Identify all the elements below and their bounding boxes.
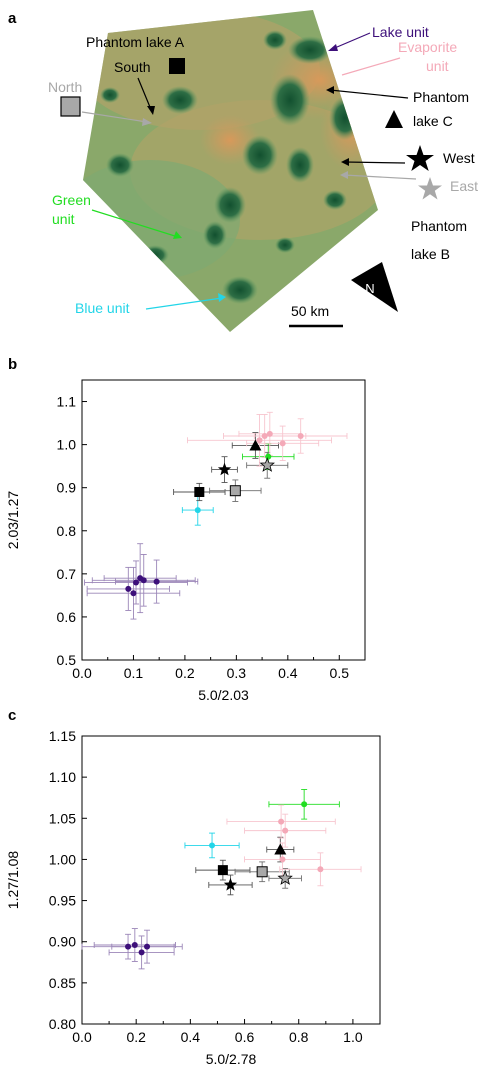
scale-bar-label: 50 km bbox=[291, 303, 329, 319]
compass-n-label: N bbox=[365, 281, 374, 296]
phantom-lake-c-label-2: lake C bbox=[413, 113, 453, 129]
data-point-green bbox=[265, 454, 271, 460]
phantom-lake-c-arrow bbox=[330, 90, 408, 98]
data-point-green bbox=[301, 801, 307, 807]
east-label: East bbox=[450, 178, 478, 194]
y-tick-label: 0.85 bbox=[49, 975, 76, 991]
y-tick-label: 0.8 bbox=[57, 523, 77, 539]
y-axis-label: 1.27/1.08 bbox=[5, 851, 21, 910]
y-tick-label: 0.90 bbox=[49, 934, 76, 950]
x-tick-label: 0.2 bbox=[175, 665, 195, 681]
chart-b: 0.0 0.1 0.2 0.3 0.4 0.50.50.60.70.80.91.01.15… bbox=[5, 380, 365, 703]
y-tick-label: 0.80 bbox=[49, 1016, 76, 1032]
x-tick-label: 0.1 bbox=[124, 665, 144, 681]
data-point-blue bbox=[209, 842, 215, 848]
panel-b-label: b bbox=[8, 356, 17, 373]
data-point-evaporite bbox=[317, 866, 323, 872]
south-square-icon bbox=[169, 58, 185, 74]
data-point-evaporite bbox=[278, 819, 284, 825]
west-label: West bbox=[443, 150, 475, 166]
x-tick-label: 0.4 bbox=[278, 665, 298, 681]
x-tick-label: 0.3 bbox=[227, 665, 247, 681]
plot-frame bbox=[82, 380, 365, 660]
data-point-lake bbox=[130, 590, 136, 596]
evaporite-unit-label-1: Evaporite bbox=[398, 39, 457, 55]
data-point-evaporite bbox=[257, 437, 263, 443]
y-tick-label: 1.15 bbox=[49, 728, 76, 744]
phantom-lake-b-label-1: Phantom bbox=[411, 218, 467, 234]
data-point-evaporite bbox=[262, 433, 268, 439]
y-tick-label: 1.1 bbox=[57, 394, 77, 410]
data-point-evaporite bbox=[267, 431, 273, 437]
x-tick-label: 0.6 bbox=[235, 1029, 255, 1045]
blue-unit-label: Blue unit bbox=[75, 300, 130, 316]
data-point-north bbox=[230, 486, 240, 496]
data-point-lake bbox=[144, 944, 150, 950]
data-point-north bbox=[257, 867, 267, 877]
y-tick-label: 0.7 bbox=[57, 566, 77, 582]
x-tick-label: 1.0 bbox=[343, 1029, 363, 1045]
green-unit-label-2: unit bbox=[52, 211, 75, 227]
y-tick-label: 1.00 bbox=[49, 851, 76, 867]
north-square-icon bbox=[61, 97, 80, 116]
data-point-lake bbox=[154, 579, 160, 585]
north-label: North bbox=[48, 79, 82, 95]
y-tick-label: 0.5 bbox=[57, 652, 77, 668]
x-axis-label: 5.0/2.78 bbox=[206, 1051, 257, 1067]
data-point-lake bbox=[141, 577, 147, 583]
data-point-lake bbox=[132, 942, 138, 948]
evaporite-unit-label-2: unit bbox=[426, 58, 449, 74]
chart-c: 0.0 0.2 0.4 0.6 0.8 1.00.800.850.900.951.001.… bbox=[5, 728, 380, 1067]
titan-map-image bbox=[60, 0, 390, 340]
y-tick-label: 0.9 bbox=[57, 480, 77, 496]
green-unit-label-1: Green bbox=[52, 192, 91, 208]
y-tick-label: 0.6 bbox=[57, 609, 77, 625]
data-point-evaporite bbox=[279, 856, 285, 862]
data-point-blue bbox=[195, 507, 201, 513]
lake-unit-label: Lake unit bbox=[372, 24, 429, 40]
phantom-lake-a-label: Phantom lake A bbox=[86, 34, 185, 50]
y-tick-label: 1.05 bbox=[49, 810, 76, 826]
y-tick-label: 1.10 bbox=[49, 769, 76, 785]
x-tick-label: 0.5 bbox=[330, 665, 350, 681]
data-point-phantom_a bbox=[218, 865, 228, 875]
phantom-lake-b-label-2: lake B bbox=[411, 246, 450, 262]
west-star-icon bbox=[406, 145, 434, 171]
x-tick-label: 0.2 bbox=[126, 1029, 146, 1045]
south-label: South bbox=[114, 59, 151, 75]
phantom-lake-c-triangle-icon bbox=[385, 110, 403, 128]
data-point-phantom_c bbox=[274, 844, 286, 855]
data-point-lake bbox=[125, 944, 131, 950]
data-point-phantom_a bbox=[194, 487, 204, 497]
panel-c-label: c bbox=[8, 707, 16, 724]
x-tick-label: 0.4 bbox=[181, 1029, 201, 1045]
data-point-lake bbox=[125, 586, 131, 592]
data-point-evaporite bbox=[298, 433, 304, 439]
evaporite-arrow bbox=[342, 58, 400, 75]
panel-a-label: a bbox=[8, 10, 17, 27]
data-point-lake bbox=[139, 949, 145, 955]
data-point-evaporite bbox=[282, 828, 288, 834]
data-point-evaporite bbox=[280, 440, 286, 446]
phantom-lake-c-label-1: Phantom bbox=[413, 89, 469, 105]
y-tick-label: 1.0 bbox=[57, 437, 77, 453]
east-star-icon bbox=[418, 177, 442, 200]
x-tick-label: 0.8 bbox=[289, 1029, 309, 1045]
y-tick-label: 0.95 bbox=[49, 893, 76, 909]
x-axis-label: 5.0/2.03 bbox=[198, 687, 249, 703]
lake-unit-arrowhead bbox=[328, 44, 338, 51]
y-axis-label: 2.03/1.27 bbox=[5, 491, 21, 550]
